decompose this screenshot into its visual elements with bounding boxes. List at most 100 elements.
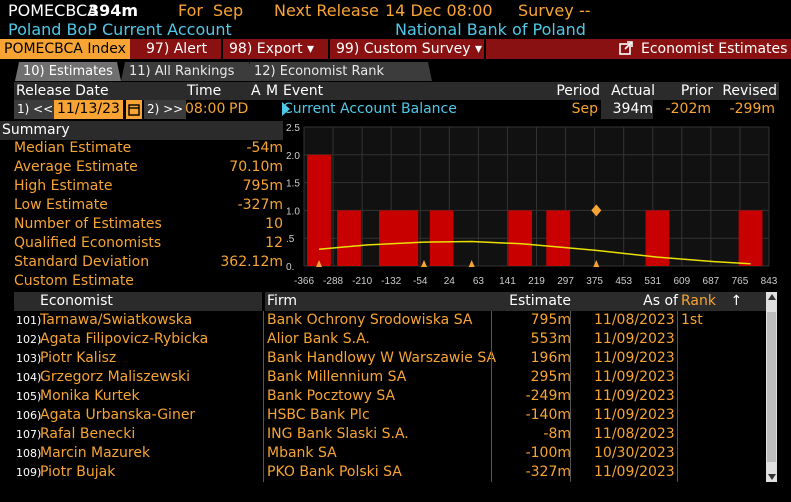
economist-name[interactable]: Tarnawa/Swiatkowska [40, 312, 193, 328]
x-tick-label: 219 [528, 276, 545, 287]
firm-name[interactable]: Mbank SA [267, 445, 337, 461]
as-of-date: 11/09/2023 [594, 407, 675, 423]
as-of-date: 11/08/2023 [594, 312, 675, 328]
economist-row[interactable]: 106) Agata Urbanska-Giner HSBC Bank Plc -14… [0, 406, 791, 425]
estimate-value: -140m [525, 407, 571, 423]
prev-date-button[interactable]: 1) << [14, 100, 57, 119]
release-timezone: PD [229, 101, 249, 117]
economist-name[interactable]: Agata Urbanska-Giner [40, 407, 196, 423]
summary-row: Standard Deviation 362.12m [0, 254, 283, 273]
firm-name[interactable]: Alior Bank S.A. [267, 331, 370, 347]
economist-name[interactable]: Piotr Bujak [40, 464, 116, 480]
x-tick-label: -132 [381, 276, 401, 287]
tab-estimates[interactable]: 10) Estimates [15, 62, 121, 81]
event-period: Sep [571, 101, 598, 117]
rank-label: Rank [681, 293, 716, 309]
economist-name[interactable]: Grzegorz Maliszewski [40, 369, 191, 385]
firm-name[interactable]: Bank Pocztowy SA [267, 388, 396, 404]
summary-title: Summary [0, 121, 283, 140]
histogram-bar [645, 210, 670, 266]
firm-name[interactable]: PKO Bank Polski SA [267, 464, 402, 480]
firm-name[interactable]: HSBC Bank Plc [267, 407, 370, 423]
event-header: Release Date Time A M Event Period Actua… [0, 82, 791, 100]
calendar-icon[interactable] [126, 100, 142, 119]
economist-row[interactable]: 104) Grzegorz Maliszewski Bank Millennium … [0, 368, 791, 387]
export-menu[interactable]: 98) Export ▾ [229, 41, 315, 57]
col-event: Event [281, 82, 540, 100]
economist-name[interactable]: Monika Kurtek [40, 388, 140, 404]
event-name[interactable]: Current Account Balance [283, 101, 457, 117]
estimate-distribution-chart: 0. .5 1.0 1.5 2.0 2.5 -366 -288 -210 -132 -54 24 63 1… [286, 123, 778, 287]
as-of-date: 11/09/2023 [594, 369, 675, 385]
release-date-input[interactable]: 11/13/23 [54, 100, 123, 119]
next-release-value: 14 Dec 08:00 [385, 1, 493, 20]
tab-economist-rank-history[interactable]: 12) Economist Rank History [246, 62, 432, 81]
col-estimate[interactable]: Estimate [493, 292, 573, 311]
alert-button[interactable]: 97) Alert [146, 41, 208, 57]
for-label: For [178, 1, 203, 20]
summary-label: Custom Estimate [14, 273, 134, 289]
firm-name[interactable]: Bank Millennium SA [267, 369, 407, 385]
x-tick-label: 843 [761, 276, 778, 287]
economist-name[interactable]: Rafal Benecki [40, 426, 136, 442]
estimate-value: -249m [525, 388, 571, 404]
event-actual: 394m [601, 100, 653, 119]
as-of-date: 11/09/2023 [594, 331, 675, 347]
separator [484, 39, 486, 59]
firm-name[interactable]: ING Bank Slaski S.A. [267, 426, 409, 442]
tab-all-rankings[interactable]: 11) All Rankings [121, 62, 253, 81]
economist-name[interactable]: Agata Filipovicz-Rybicka [40, 331, 209, 347]
col-rank[interactable]: Rank ↑ [679, 292, 767, 311]
row-number: 109) [16, 466, 42, 479]
sort-ascending-icon: ↑ [730, 293, 743, 309]
histogram-bar [307, 154, 331, 266]
x-tick-label: -54 [413, 276, 428, 287]
economist-row[interactable]: 102) Agata Filipovicz-Rybicka Alior Bank S… [0, 330, 791, 349]
economist-row[interactable]: 109) Piotr Bujak PKO Bank Polski SA -327m 11… [0, 463, 791, 482]
summary-value: 362.12m [220, 254, 283, 270]
col-period: Period [539, 82, 602, 100]
next-date-button[interactable]: 2) >> [144, 100, 187, 119]
stat-marker [593, 260, 600, 267]
col-economist[interactable]: Economist [14, 292, 262, 311]
economist-row[interactable]: 108) Marcin Mazurek Mbank SA -100m 10/30/202… [0, 444, 791, 463]
histogram-bar [394, 210, 419, 266]
estimate-value: 295m [530, 369, 571, 385]
economist-name[interactable]: Piotr Kalisz [40, 350, 117, 366]
economist-row[interactable]: 101) Tarnawa/Swiatkowska Bank Ochrony Srod… [0, 311, 791, 330]
security-header: POMECBCA 394m For Sep Next Release 14 De… [0, 0, 791, 20]
histogram-bar [738, 210, 763, 266]
col-as-of[interactable]: As of [572, 292, 680, 311]
summary-value: 12 [265, 235, 283, 251]
economist-row[interactable]: 103) Piotr Kalisz Bank Handlowy W Warszawi… [0, 349, 791, 368]
col-m: M [264, 82, 282, 100]
economist-row[interactable]: 107) Rafal Benecki ING Bank Slaski S.A. -8m… [0, 425, 791, 444]
as-of-date: 10/30/2023 [594, 445, 675, 461]
col-firm[interactable]: Firm [265, 292, 494, 311]
next-release-label: Next Release [274, 1, 379, 20]
y-tick-label: 2.5 [286, 123, 300, 134]
summary-value: 795m [242, 178, 283, 194]
as-of-date: 11/08/2023 [594, 426, 675, 442]
scroll-down-icon[interactable] [768, 474, 776, 480]
vertical-scrollbar[interactable] [766, 292, 777, 482]
summary-row: Number of Estimates 10 [0, 216, 283, 235]
row-number: 106) [16, 409, 42, 422]
index-menu[interactable]: POMECBCA Index [0, 39, 130, 59]
column-divider [677, 311, 678, 482]
tab-strip: 10) Estimates 11) All Rankings 12) Econo… [0, 62, 791, 81]
scroll-up-icon[interactable] [768, 294, 776, 300]
economist-name[interactable]: Marcin Mazurek [40, 445, 151, 461]
histogram-bar [508, 210, 533, 266]
firm-name[interactable]: Bank Ochrony Srodowiska SA [267, 312, 473, 328]
firm-name[interactable]: Bank Handlowy W Warszawie SA [267, 350, 497, 366]
custom-survey-menu[interactable]: 99) Custom Survey ▾ [336, 41, 482, 57]
event-prior: -202m [665, 101, 711, 117]
x-tick-label: 765 [732, 276, 749, 287]
x-tick-label: 453 [615, 276, 632, 287]
economist-estimates-button[interactable]: Economist Estimates [619, 39, 787, 59]
x-tick-label: 24 [444, 276, 456, 287]
x-tick-label: -366 [294, 276, 314, 287]
economist-row[interactable]: 105) Monika Kurtek Bank Pocztowy SA -249m 11… [0, 387, 791, 406]
scrollbar-thumb[interactable] [767, 312, 776, 462]
